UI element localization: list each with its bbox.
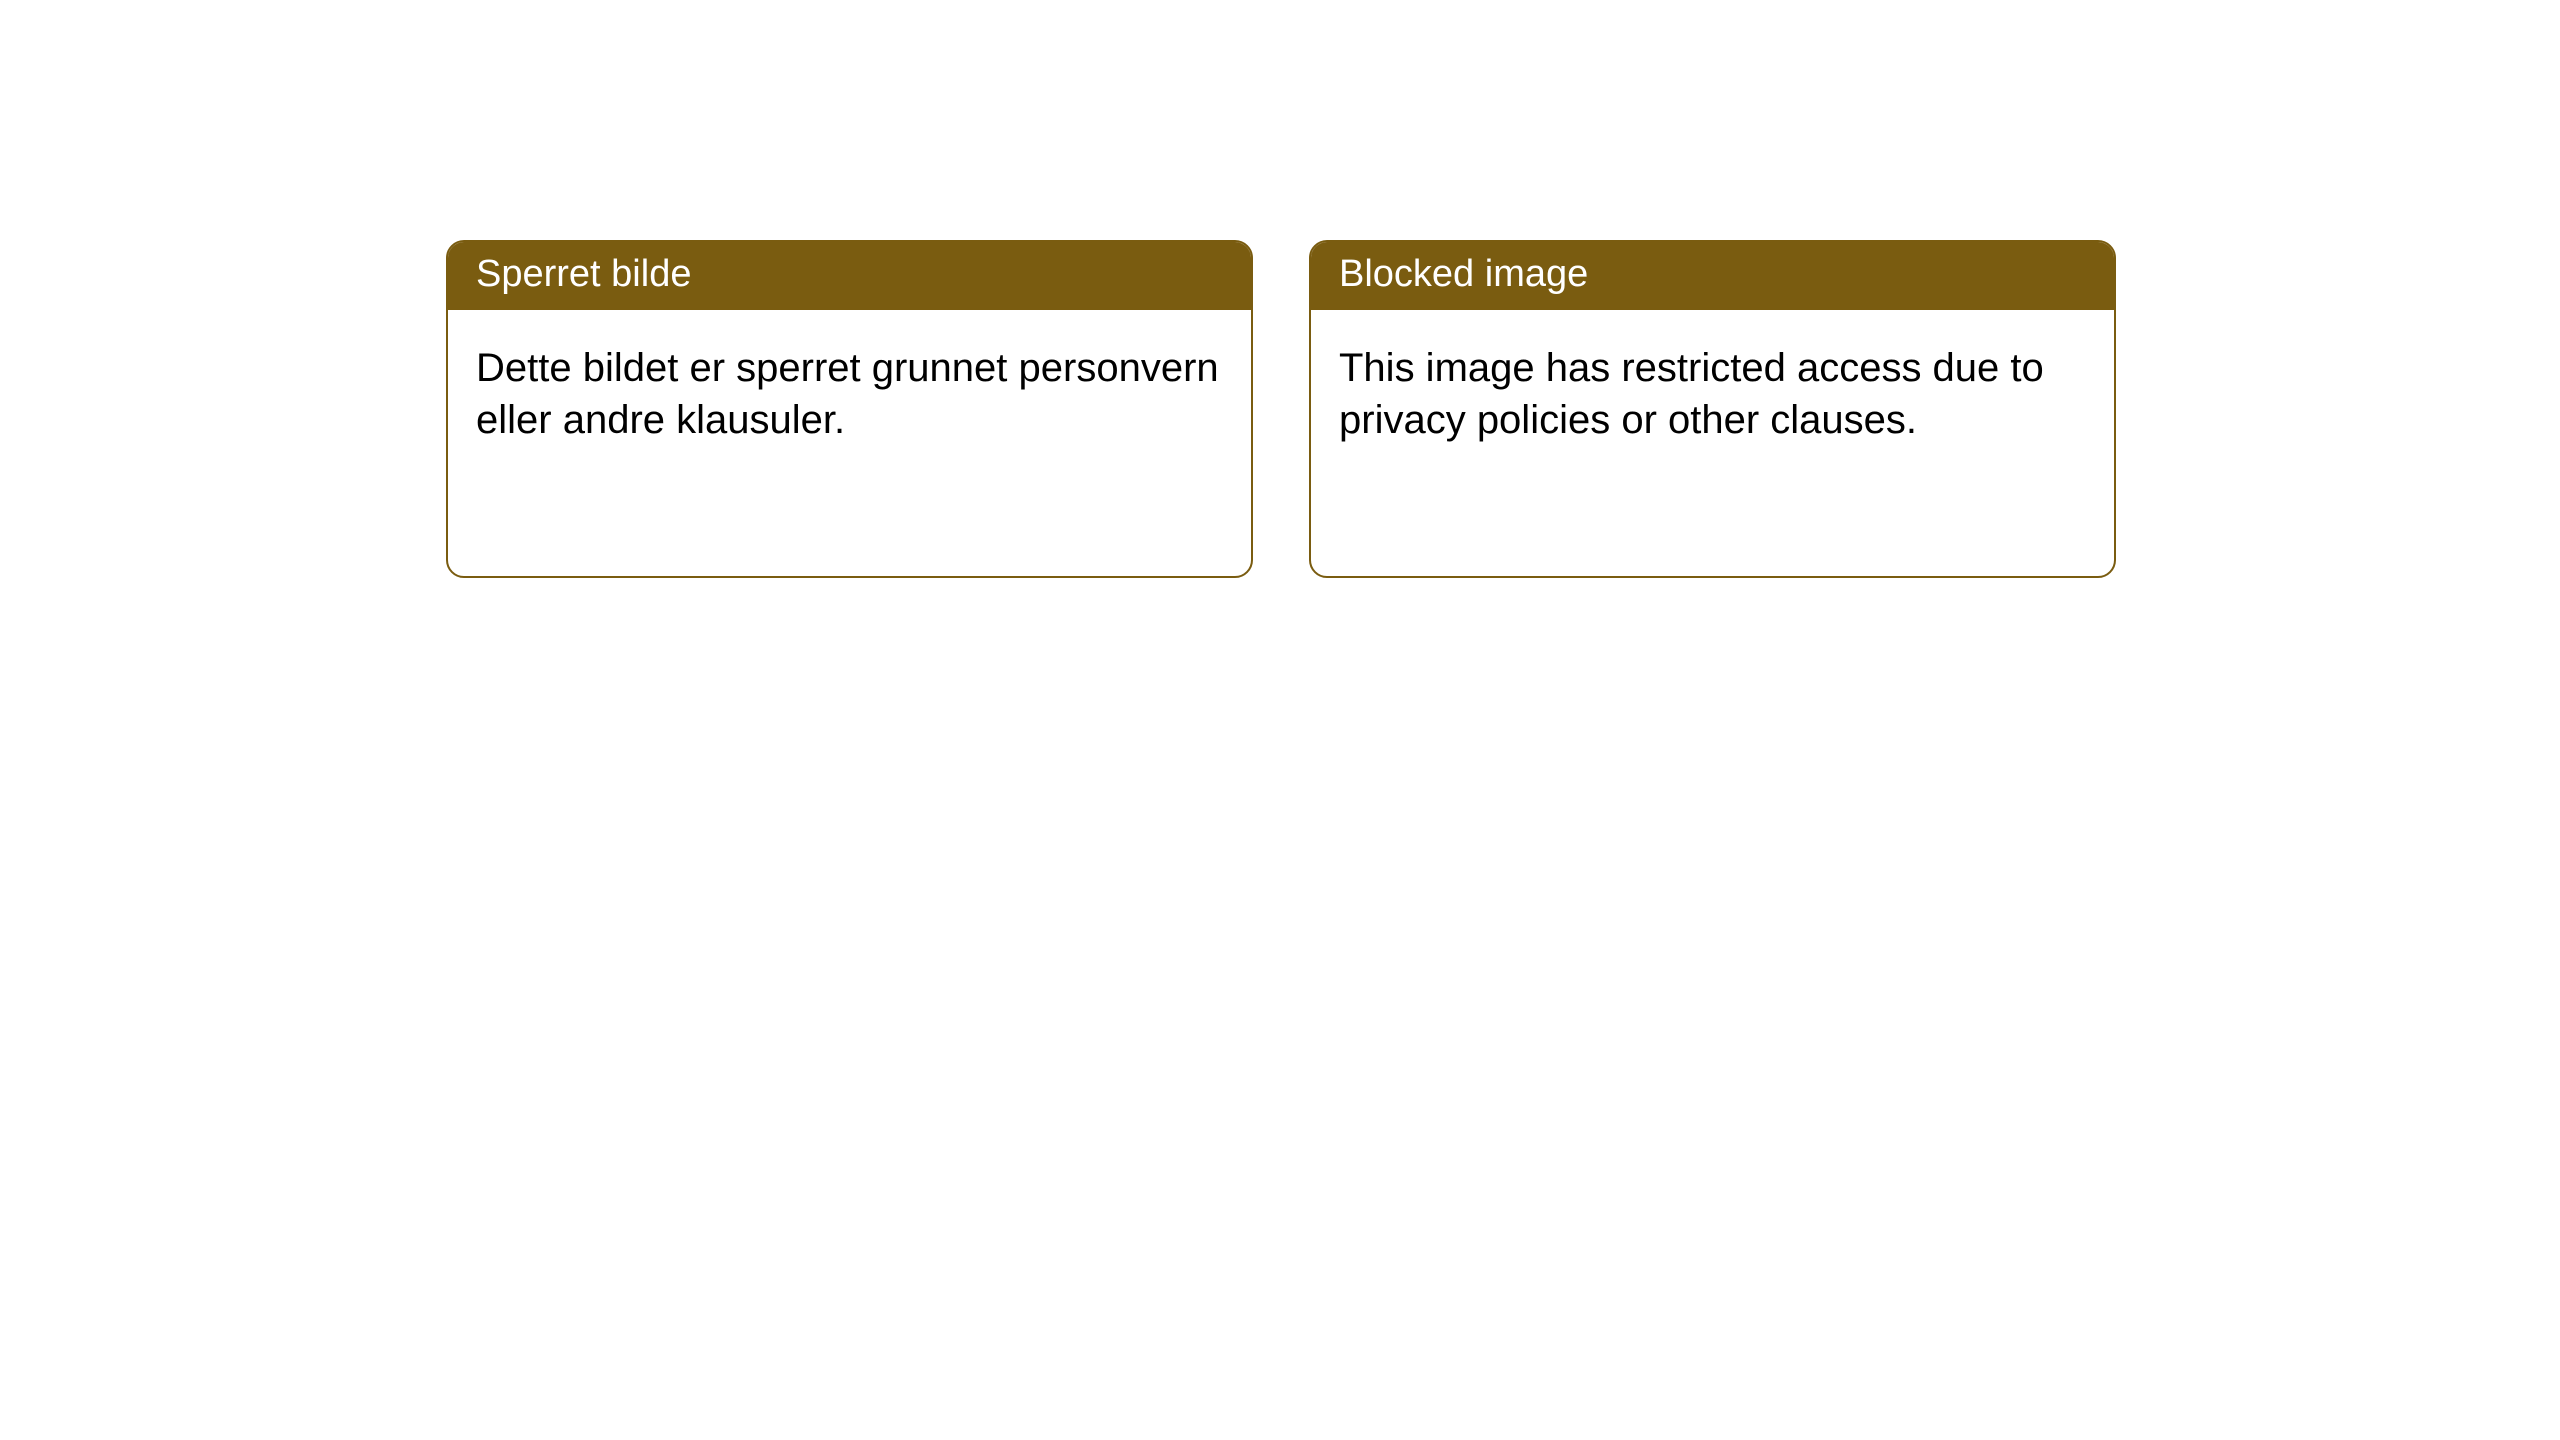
notice-header-english: Blocked image bbox=[1311, 242, 2114, 310]
notice-container: Sperret bilde Dette bildet er sperret gr… bbox=[0, 0, 2560, 578]
notice-header-norwegian: Sperret bilde bbox=[448, 242, 1251, 310]
notice-card-english: Blocked image This image has restricted … bbox=[1309, 240, 2116, 578]
notice-body-english: This image has restricted access due to … bbox=[1311, 310, 2114, 476]
notice-card-norwegian: Sperret bilde Dette bildet er sperret gr… bbox=[446, 240, 1253, 578]
notice-body-norwegian: Dette bildet er sperret grunnet personve… bbox=[448, 310, 1251, 476]
